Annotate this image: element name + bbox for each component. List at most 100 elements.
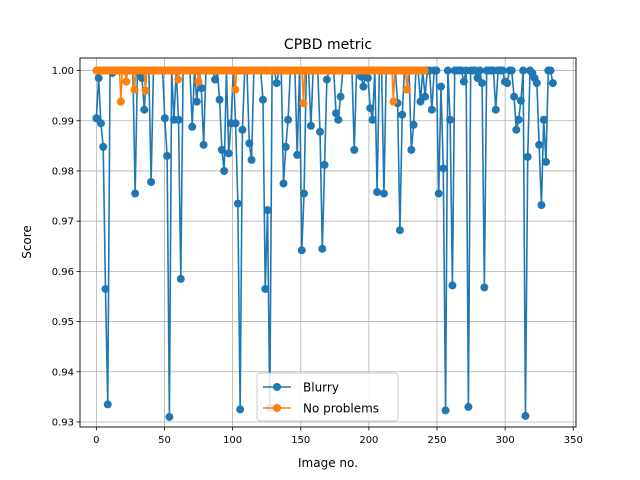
data-point-blurry — [459, 77, 468, 86]
data-point-no-problems — [420, 66, 429, 75]
y-tick-label: 0.94 — [52, 367, 74, 378]
y-tick-label: 0.95 — [52, 317, 74, 328]
data-point-blurry — [523, 152, 532, 161]
data-point-blurry — [322, 75, 331, 84]
data-point-blurry — [300, 189, 309, 198]
data-point-blurry — [368, 115, 377, 124]
y-tick-label: 0.98 — [52, 166, 74, 177]
data-point-blurry — [512, 125, 521, 134]
data-point-blurry — [535, 140, 544, 149]
data-point-no-problems — [194, 77, 203, 86]
data-point-blurry — [336, 92, 345, 101]
x-tick-label: 0 — [93, 435, 99, 446]
legend-blurry-label: Blurry — [303, 381, 339, 395]
x-tick-label: 50 — [158, 435, 171, 446]
data-point-no-problems — [130, 85, 139, 94]
data-point-no-problems — [116, 97, 125, 106]
data-point-blurry — [537, 201, 546, 210]
data-point-blurry — [480, 283, 489, 292]
data-point-blurry — [395, 226, 404, 235]
data-point-blurry — [439, 164, 448, 173]
data-point-no-problems — [122, 77, 131, 86]
x-tick-label: 150 — [291, 435, 310, 446]
y-tick-label: 0.97 — [52, 217, 74, 228]
data-point-blurry — [521, 411, 530, 420]
chart-title: CPBD metric — [284, 37, 372, 53]
data-point-blurry — [359, 82, 368, 91]
data-point-blurry — [519, 66, 528, 75]
data-point-blurry — [546, 66, 555, 75]
data-point-blurry — [320, 160, 329, 169]
data-point-blurry — [233, 199, 242, 208]
data-point-blurry — [478, 79, 487, 88]
legend-box — [256, 372, 399, 422]
data-point-blurry — [507, 66, 516, 75]
x-tick-label: 100 — [223, 435, 242, 446]
data-point-blurry — [379, 189, 388, 198]
legend-blurry-marker — [273, 383, 281, 391]
legend-no-problems-label: No problems — [303, 402, 379, 416]
data-point-blurry — [443, 66, 452, 75]
data-point-blurry — [332, 109, 341, 118]
x-tick-label: 200 — [359, 435, 378, 446]
data-point-blurry — [446, 115, 455, 124]
data-point-blurry — [215, 95, 224, 104]
data-point-blurry — [421, 92, 430, 101]
data-point-blurry — [318, 244, 327, 253]
data-point-blurry — [96, 119, 105, 128]
data-point-blurry — [261, 284, 270, 293]
data-point-blurry — [510, 92, 519, 101]
data-point-blurry — [432, 66, 441, 75]
data-point-blurry — [434, 189, 443, 198]
y-tick-label: 0.96 — [52, 267, 74, 278]
data-point-blurry — [437, 82, 445, 91]
data-point-blurry — [427, 105, 436, 114]
data-point-blurry — [297, 246, 306, 255]
data-point-blurry — [131, 189, 140, 198]
data-point-blurry — [357, 72, 366, 81]
data-point-blurry — [503, 79, 512, 88]
series-layer — [92, 66, 557, 421]
data-point-blurry — [140, 105, 149, 114]
x-axis-label: Image no. — [298, 456, 358, 470]
data-point-blurry — [541, 157, 550, 166]
data-point-blurry — [448, 281, 457, 290]
data-point-blurry — [293, 150, 302, 159]
data-point-blurry — [174, 115, 183, 124]
x-axis-ticks: 0 50 100 150 200 250 300 350 — [93, 427, 583, 446]
data-point-blurry — [279, 179, 288, 188]
x-tick-label: 300 — [496, 435, 515, 446]
plot-frame — [79, 57, 577, 428]
data-point-blurry — [272, 79, 281, 88]
data-point-blurry — [548, 79, 557, 88]
data-point-blurry — [224, 149, 233, 158]
data-point-no-problems — [299, 99, 308, 108]
data-point-blurry — [407, 145, 416, 154]
data-point-blurry — [211, 75, 220, 84]
data-point-blurry — [316, 127, 325, 136]
plot-area — [79, 57, 577, 428]
data-point-no-problems — [389, 97, 398, 106]
data-point-blurry — [147, 178, 156, 186]
data-point-blurry — [231, 119, 240, 128]
data-point-blurry — [532, 79, 541, 88]
data-point-blurry — [441, 406, 450, 415]
data-point-blurry — [220, 166, 229, 175]
data-point-blurry — [163, 151, 172, 160]
data-point-blurry — [160, 114, 169, 123]
data-point-blurry — [258, 95, 267, 104]
data-point-blurry — [101, 284, 110, 293]
series-no-problems — [92, 66, 429, 108]
data-point-blurry — [373, 188, 382, 197]
data-point-blurry — [366, 104, 375, 113]
data-point-blurry — [498, 66, 507, 75]
x-tick-label: 250 — [427, 435, 446, 446]
x-tick-label: 350 — [564, 435, 583, 446]
data-point-blurry — [409, 120, 418, 129]
data-point-blurry — [514, 115, 523, 124]
data-point-blurry — [539, 115, 548, 124]
data-point-blurry — [217, 145, 226, 154]
data-point-blurry — [284, 115, 293, 124]
y-axis-ticks: 0.93 0.94 0.95 0.96 0.97 0.98 0.99 1.00 — [52, 66, 80, 428]
